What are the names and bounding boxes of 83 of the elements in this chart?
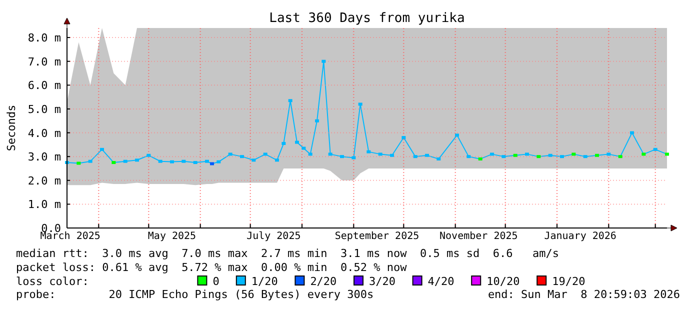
point <box>618 155 622 158</box>
point <box>502 155 506 158</box>
point <box>352 156 356 160</box>
point <box>478 157 482 160</box>
legend-label: 10/20 <box>486 275 520 288</box>
y-tick-label: 5.0 m <box>28 102 62 116</box>
point <box>665 152 669 156</box>
point <box>378 152 382 156</box>
point <box>455 134 459 137</box>
x-tick-label: May 2025 <box>148 231 196 242</box>
y-tick-label: 3.0 m <box>28 150 62 164</box>
text: packet loss: 0.61 % avg 5.72 % max 0.00 % min 0.52 % now <box>16 261 408 274</box>
text: probe: 20 ICMP Echo Pings (56 Bytes) every 300s <box>16 288 374 301</box>
point <box>642 152 646 156</box>
legend-label: 1/20 <box>251 275 278 288</box>
point <box>216 160 221 164</box>
point <box>275 158 279 162</box>
legend-label: 2/20 <box>310 275 337 288</box>
point <box>466 155 471 158</box>
legend-label: 3/20 <box>369 275 396 288</box>
point <box>402 136 406 140</box>
point <box>390 154 394 157</box>
legend-label: 0 <box>212 275 220 288</box>
text: median rtt: 3.0 ms avg 7.0 ms max 2.7 ms min 3.1 ms now 0.5 ms sd 6.6 am/s <box>16 247 560 260</box>
y-tick-label: 1.0 m <box>28 198 62 212</box>
point <box>490 152 494 156</box>
point <box>560 155 564 158</box>
point <box>302 146 306 150</box>
point <box>630 131 634 134</box>
y-tick-label: 4.0 m <box>28 126 62 140</box>
text: end: Sun Mar 8 20:59:03 2026 <box>488 288 680 301</box>
point <box>263 152 268 156</box>
y-axis-title: Seconds <box>5 104 18 152</box>
point <box>252 158 256 162</box>
point <box>595 154 599 157</box>
legend-label: 4/20 <box>428 275 454 288</box>
chart-title: Last 360 Days from yurika <box>269 11 465 26</box>
point <box>210 162 214 166</box>
point <box>170 160 174 164</box>
x-tick-label: November 2025 <box>440 231 518 242</box>
point <box>315 119 319 122</box>
point <box>513 154 518 157</box>
point <box>308 152 312 156</box>
point <box>366 150 371 154</box>
point <box>112 161 116 164</box>
point <box>158 160 162 163</box>
point <box>76 162 81 165</box>
point <box>436 157 441 160</box>
point <box>205 160 209 163</box>
x-tick-label: September 2025 <box>334 231 420 242</box>
point <box>295 140 299 144</box>
x-tick-label: July 2025 <box>246 231 301 242</box>
point <box>358 102 362 106</box>
point <box>536 155 541 158</box>
y-tick-label: 8.0 m <box>28 32 62 45</box>
point <box>146 154 151 157</box>
y-tick-label: 6.0 m <box>28 79 62 92</box>
point <box>328 152 332 156</box>
point <box>525 152 529 156</box>
point <box>135 158 139 162</box>
y-tick-label: 7.0 m <box>28 55 62 68</box>
legend-title: loss color: <box>16 275 89 288</box>
legend-label: 19/20 <box>552 275 586 288</box>
point <box>606 152 611 156</box>
point <box>572 152 576 156</box>
x-tick-label: January 2026 <box>544 231 616 242</box>
point <box>282 142 286 145</box>
point <box>413 155 418 158</box>
point <box>88 160 92 163</box>
point <box>182 160 186 163</box>
point <box>240 155 244 158</box>
point <box>425 154 429 157</box>
point <box>322 60 326 63</box>
point <box>193 161 198 164</box>
point <box>100 148 104 151</box>
point <box>653 148 658 151</box>
y-tick-label: 2.0 m <box>28 174 62 188</box>
point <box>288 99 292 102</box>
point <box>123 160 128 163</box>
point <box>228 152 232 156</box>
point <box>583 155 588 158</box>
point <box>340 155 344 158</box>
point <box>548 154 552 157</box>
